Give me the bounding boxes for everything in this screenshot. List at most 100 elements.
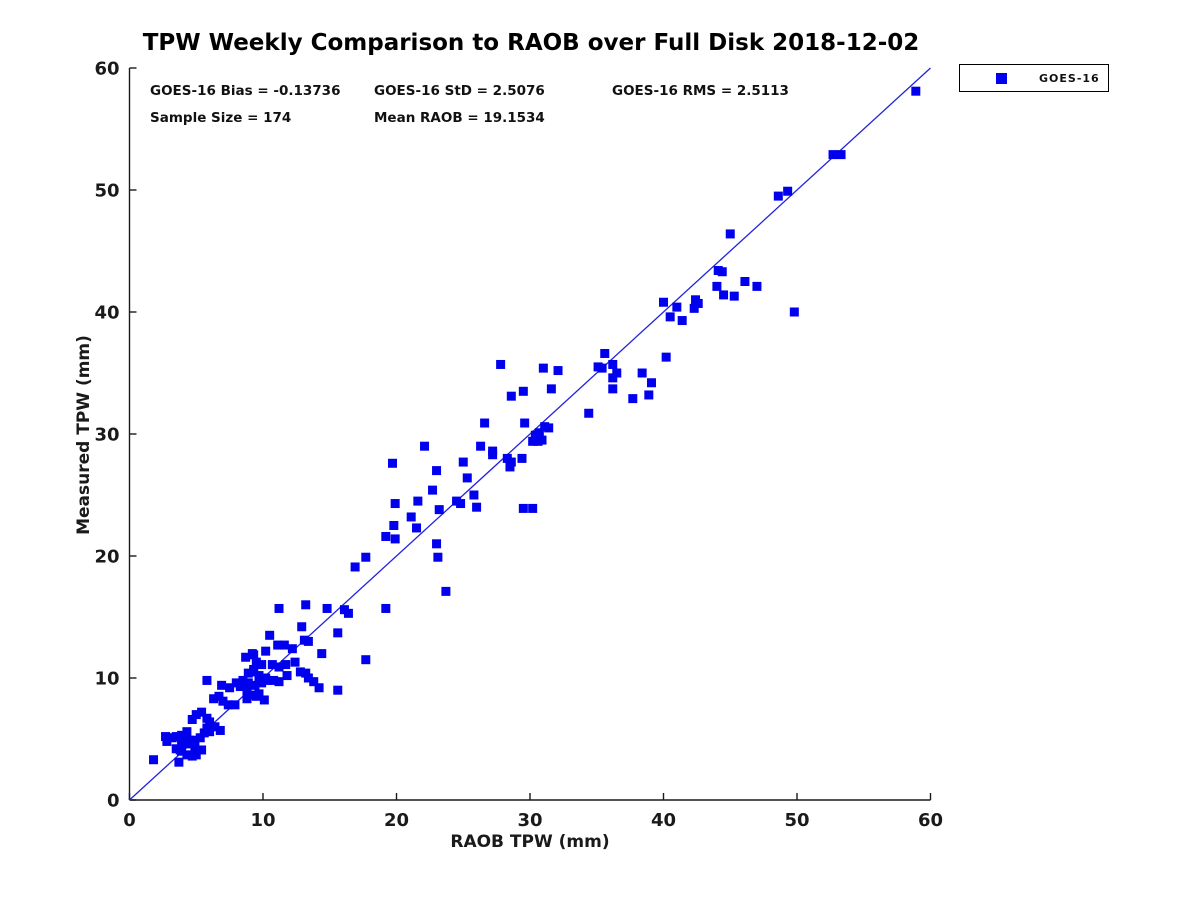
data-point [693,298,703,308]
data-point [390,534,400,544]
data-point [689,303,699,313]
y-tick-label: 30 [94,425,119,446]
data-point [381,603,391,613]
data-point [665,312,675,322]
data-point [544,423,554,433]
data-point [389,521,399,530]
data-point [462,473,472,483]
data-point [190,739,200,749]
data-point [290,657,300,667]
data-point [322,603,332,613]
data-point [202,675,212,685]
data-point [350,562,360,572]
data-point [195,733,205,743]
stat-std: GOES-16 StD = 2.5076 [374,83,545,99]
data-point [387,458,397,468]
data-point [537,435,547,445]
data-point [185,735,195,745]
data-point [215,725,225,735]
data-point [496,359,506,369]
y-tick-label: 0 [107,791,120,812]
data-point [199,728,209,738]
x-tick-label: 60 [918,810,943,831]
data-point [217,680,227,690]
data-point [441,586,451,596]
data-point [433,552,443,562]
data-point [225,683,235,693]
y-tick-label: 10 [94,669,119,690]
data-point [279,640,289,650]
data-point [197,707,207,717]
x-tick-label: 30 [517,810,542,831]
data-point [789,307,799,317]
data-point [274,603,284,613]
legend: GOES-16 [959,64,1109,92]
data-point [197,745,207,755]
data-point [309,677,319,687]
data-point [773,191,783,201]
data-point [303,636,313,646]
y-axis-label: Measured TPW (mm) [74,335,94,535]
data-point [628,394,638,404]
x-axis-label: RAOB TPW (mm) [450,832,610,852]
data-point [218,696,228,706]
data-point [458,457,468,467]
data-point [177,730,187,740]
data-point [287,644,297,654]
data-point [406,512,416,522]
data-point [281,660,291,670]
data-point [390,499,400,509]
y-tick-label: 60 [94,59,119,80]
data-point [661,352,671,362]
data-point [476,441,486,451]
x-tick-label: 50 [784,810,809,831]
data-point [235,682,245,692]
legend-label: GOES-16 [1039,71,1100,85]
data-point [177,746,187,756]
data-point [413,496,423,506]
data-point [456,499,466,509]
data-point [274,677,284,687]
data-point [488,450,498,460]
data-point [174,757,184,767]
legend-marker-icon [996,72,1007,84]
data-point [249,664,259,674]
data-point [677,316,687,326]
data-point [282,671,292,681]
data-point [171,732,181,742]
data-point [182,727,192,737]
data-point [238,675,248,685]
data-point [608,384,618,394]
data-point [251,657,261,667]
data-point [343,608,353,618]
data-point [223,700,233,710]
data-point [612,368,622,378]
data-point [162,736,172,746]
data-point [600,348,610,358]
data-point [261,646,271,656]
x-tick-label: 0 [123,810,136,831]
x-tick-label: 10 [250,810,275,831]
data-point [259,695,269,705]
data-point [274,662,284,672]
data-point [717,267,727,277]
data-point [361,655,371,665]
data-point [520,418,530,428]
data-point [828,150,838,160]
data-point [301,668,311,678]
data-point [469,490,479,500]
data-point [911,86,921,96]
data-point [301,600,311,610]
data-point [420,441,430,451]
data-point [361,552,371,562]
stat-sample-size: Sample Size = 174 [150,110,292,126]
data-point [725,229,735,239]
data-point [317,649,327,659]
data-point [836,150,846,160]
data-point [719,290,729,300]
stat-bias: GOES-16 Bias = -0.13736 [150,83,341,99]
data-point [597,363,607,373]
data-point [205,727,215,737]
data-point [171,744,181,754]
